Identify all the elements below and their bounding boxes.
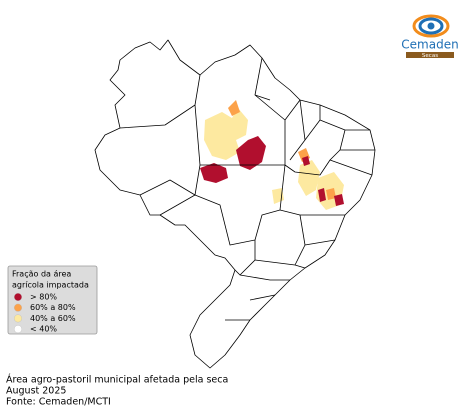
logo: Cemaden Secas bbox=[401, 14, 459, 59]
caption: August 2025 bbox=[6, 386, 66, 397]
caption: Fonte: Cemaden/MCTI bbox=[6, 397, 111, 408]
impact-moderate bbox=[204, 108, 248, 160]
logo-eye bbox=[427, 22, 435, 30]
legend-label: 60% a 80% bbox=[30, 303, 76, 312]
legend-swatch bbox=[13, 325, 22, 334]
logo-bar bbox=[406, 52, 454, 58]
impact-high bbox=[228, 100, 240, 116]
legend-label: 40% a 60% bbox=[30, 314, 76, 323]
legend-label: < 40% bbox=[30, 325, 57, 334]
logo-eye bbox=[418, 17, 444, 35]
country-outline bbox=[94, 39, 376, 369]
impact-areas bbox=[200, 100, 344, 210]
legend: Fração da área agrícola impactada > 80%6… bbox=[7, 265, 98, 335]
caption: Área agro-pastoril municipal afetada pel… bbox=[6, 374, 228, 386]
legend-title: agrícola impactada bbox=[12, 281, 89, 290]
legend-box bbox=[7, 265, 98, 335]
legend-swatch bbox=[13, 303, 22, 312]
impact-severe bbox=[236, 136, 266, 170]
impact-severe bbox=[302, 156, 310, 166]
legend-label: > 80% bbox=[30, 293, 57, 302]
impact-high bbox=[326, 188, 336, 200]
legend-title: Fração da área bbox=[12, 270, 71, 279]
legend-swatch bbox=[13, 314, 22, 323]
impact-moderate bbox=[298, 160, 320, 196]
impact-severe bbox=[200, 163, 228, 183]
logo-name: Cemaden bbox=[401, 38, 458, 52]
impact-severe bbox=[318, 188, 326, 202]
legend-swatch bbox=[13, 293, 22, 302]
state-borders bbox=[119, 57, 375, 321]
logo-eye bbox=[412, 14, 450, 38]
impact-severe bbox=[334, 194, 344, 206]
logo-tag: Secas bbox=[422, 53, 438, 59]
